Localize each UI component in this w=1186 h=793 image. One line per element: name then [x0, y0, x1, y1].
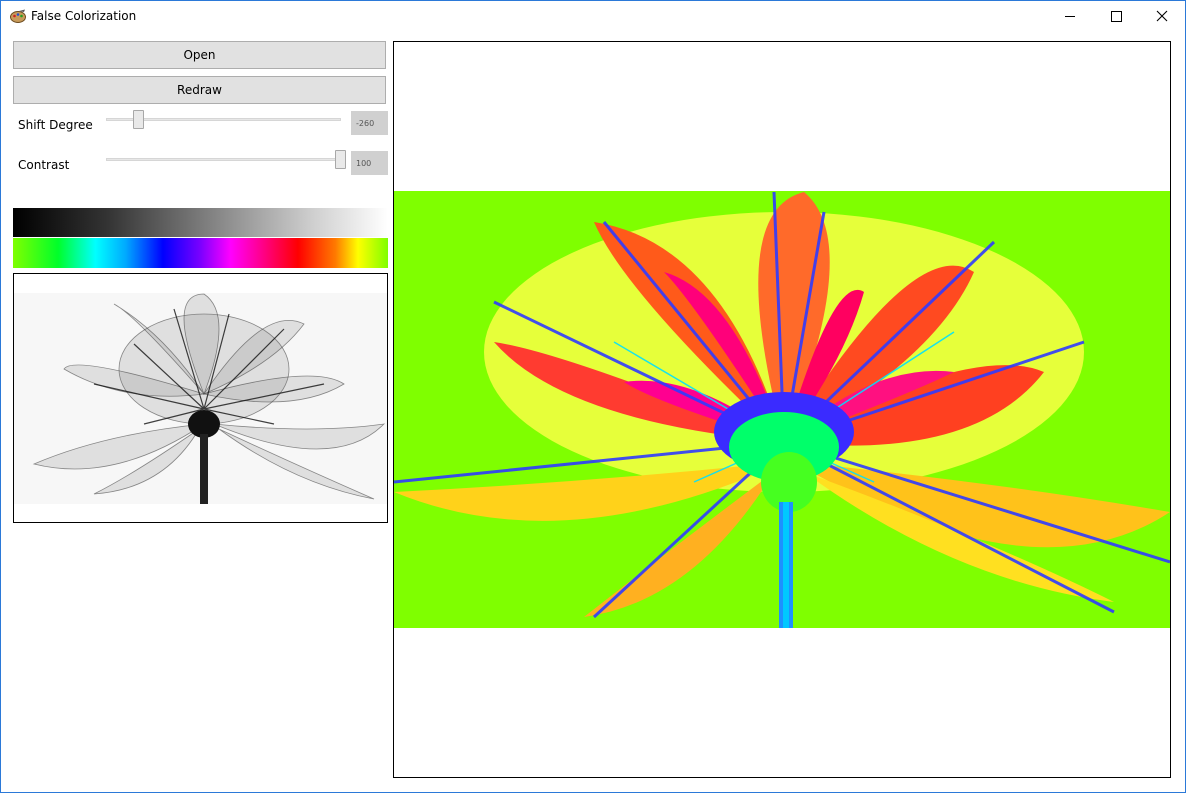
maximize-icon	[1110, 10, 1122, 22]
shift-degree-value[interactable]: -260	[351, 111, 388, 135]
minimize-icon	[1065, 15, 1075, 17]
contrast-label: Contrast	[18, 158, 70, 172]
grayscale-gradient-bar	[13, 208, 388, 237]
redraw-button[interactable]: Redraw	[13, 76, 386, 104]
hue-gradient-bar	[13, 238, 388, 268]
false-color-output-image	[394, 191, 1170, 628]
preview-image-frame	[13, 273, 388, 523]
contrast-slider-thumb[interactable]	[335, 150, 346, 169]
shift-degree-slider-thumb[interactable]	[133, 110, 144, 129]
shift-degree-slider-track[interactable]	[106, 118, 341, 121]
grayscale-preview-image	[14, 293, 387, 504]
contrast-value[interactable]: 100	[351, 151, 388, 175]
contrast-slider-track[interactable]	[106, 158, 341, 161]
minimize-button[interactable]	[1047, 1, 1093, 31]
window-title: False Colorization	[31, 9, 137, 23]
open-button[interactable]: Open	[13, 41, 386, 69]
maximize-button[interactable]	[1093, 1, 1139, 31]
output-image-frame	[393, 41, 1171, 778]
title-bar[interactable]: False Colorization	[1, 1, 1185, 31]
shift-degree-label: Shift Degree	[18, 118, 93, 132]
close-icon	[1156, 10, 1168, 22]
close-button[interactable]	[1139, 1, 1185, 31]
palette-icon	[10, 9, 26, 23]
